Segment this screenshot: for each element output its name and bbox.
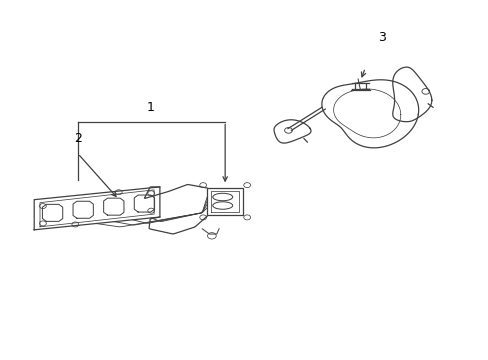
Text: 1: 1 bbox=[146, 102, 154, 114]
Text: 3: 3 bbox=[378, 31, 386, 44]
Text: 2: 2 bbox=[74, 131, 81, 145]
